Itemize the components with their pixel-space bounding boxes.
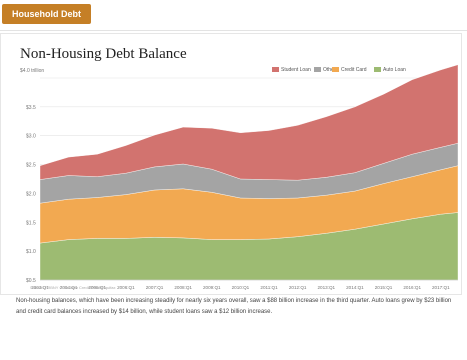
y-tick-label: $1.0 (26, 249, 36, 255)
x-tick-label: 2013:Q1 (317, 285, 335, 290)
x-tick-label: 2009:Q1 (203, 285, 221, 290)
x-tick-label: 2004:Q1 (60, 285, 78, 290)
y-tick-label: $2.5 (26, 163, 36, 169)
y-tick-label: $3.5 (26, 105, 36, 111)
x-tick-label: 2006:Q1 (117, 285, 135, 290)
x-tick-label: 2010:Q1 (232, 285, 250, 290)
x-tick-label: 2005:Q1 (88, 285, 106, 290)
legend-item-auto-loan: Auto Loan (374, 67, 406, 73)
legend-label: Credit Card (341, 67, 367, 73)
legend-item-other: Other (314, 67, 336, 73)
x-tick-label: 2003:Q1 (31, 285, 49, 290)
x-tick-label: 2017:Q1 (432, 285, 450, 290)
legend-label: Student Loan (281, 67, 311, 73)
y-tick-label: $3.0 (26, 134, 36, 140)
legend-item-credit-card: Credit Card (332, 67, 367, 73)
area-chart: $0.5 $1.0 $1.5 $2.0 $2.5 $3.0 $3.5 2003:Q1 2004:… (26, 64, 459, 290)
header-bar: Household Debt (0, 0, 467, 31)
x-tick-label: 2011:Q1 (260, 285, 278, 290)
source-note: Source: FRBNY Consumer Credit Panel/Equi… (30, 285, 116, 290)
series-area-student-loan (39, 64, 459, 181)
x-tick-label: 2012:Q1 (289, 285, 307, 290)
legend-label: Other (323, 67, 336, 73)
legend-swatch (314, 67, 321, 73)
y-tick-label: $0.5 (26, 278, 36, 284)
y-axis-label: $4.0 trillion (20, 68, 45, 74)
x-tick-label: 2015:Q1 (375, 285, 393, 290)
legend-label: Auto Loan (383, 67, 406, 73)
y-tick-label: $1.5 (26, 220, 36, 226)
legend-item-student-loan: Student Loan (272, 67, 311, 73)
y-tick-label: $2.0 (26, 191, 36, 197)
legend-swatch (374, 67, 381, 73)
x-tick-label: 2014:Q1 (346, 285, 364, 290)
x-tick-label: 2016:Q1 (403, 285, 421, 290)
description-text: Non-housing balances, which have been in… (16, 298, 452, 315)
x-tick-label: 2008:Q1 (174, 285, 192, 290)
legend-swatch (332, 67, 339, 73)
household-debt-tab[interactable]: Household Debt (2, 4, 91, 24)
chart-title: Non-Housing Debt Balance (20, 46, 187, 62)
x-tick-label: 2007:Q1 (146, 285, 164, 290)
legend-swatch (272, 67, 279, 73)
